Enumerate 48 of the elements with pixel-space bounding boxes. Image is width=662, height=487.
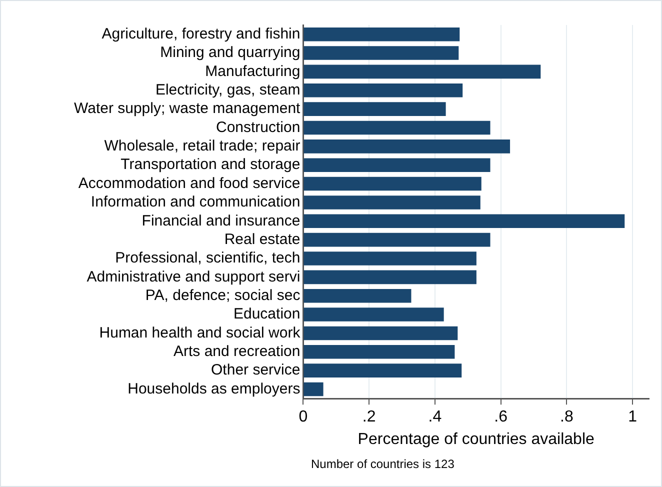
y-tick-label: Mining and quarrying [160,44,300,62]
bar [304,196,480,210]
y-tick-label: Households as employers [128,380,300,398]
bar [304,270,476,284]
bar [304,102,446,116]
bar [304,214,625,228]
y-tick-label: Real estate [224,230,300,248]
bar [304,176,482,191]
bar [304,382,324,396]
bar [304,308,444,322]
x-tick-label: .4 [428,408,442,426]
x-tick-label: .8 [560,408,574,426]
bar [304,83,463,98]
bar [304,46,459,60]
x-tick-label: .2 [362,408,376,426]
x-tick-label: 1 [628,408,638,426]
y-tick-label: Agriculture, forestry and fishin [102,25,300,42]
y-tick-label: Wholesale, retail trade; repair [104,138,300,155]
y-tick-label: Human health and social work [99,324,301,342]
y-tick-label: Water supply; waste management [74,100,302,118]
bar [304,140,510,154]
bar [304,326,458,340]
y-tick-label: Electricity, gas, steam [155,82,300,99]
bar [304,345,455,359]
bar [304,364,462,378]
text: Number of countries is 123 [311,457,454,471]
bar [304,64,541,79]
y-tick-label: Transportation and storage [120,156,300,174]
y-tick-label: Construction [216,118,300,136]
y-tick-label: Arts and recreation [173,343,300,360]
y-tick-label: Financial and insurance [142,212,300,230]
bar [304,232,490,247]
bar [304,288,412,303]
y-tick-label: Administrative and support servi [86,268,300,286]
y-tick-label: PA, defence; social sec [145,287,301,304]
y-tick-label: Other service [211,362,300,379]
y-tick-label: Education [233,306,300,323]
bar [304,252,476,266]
y-tick-label: Information and communication [90,194,300,211]
bar [304,27,460,42]
x-tick-label: 0 [298,408,308,426]
x-tick-label: .6 [494,408,508,426]
y-tick-label: Accommodation and food service [78,174,300,192]
bar [304,120,490,135]
bar [304,158,490,172]
y-tick-label: Professional, scientific, tech [115,250,300,267]
x-axis-title: Percentage of countries available [358,430,595,448]
y-tick-label: Manufacturing [205,62,300,80]
